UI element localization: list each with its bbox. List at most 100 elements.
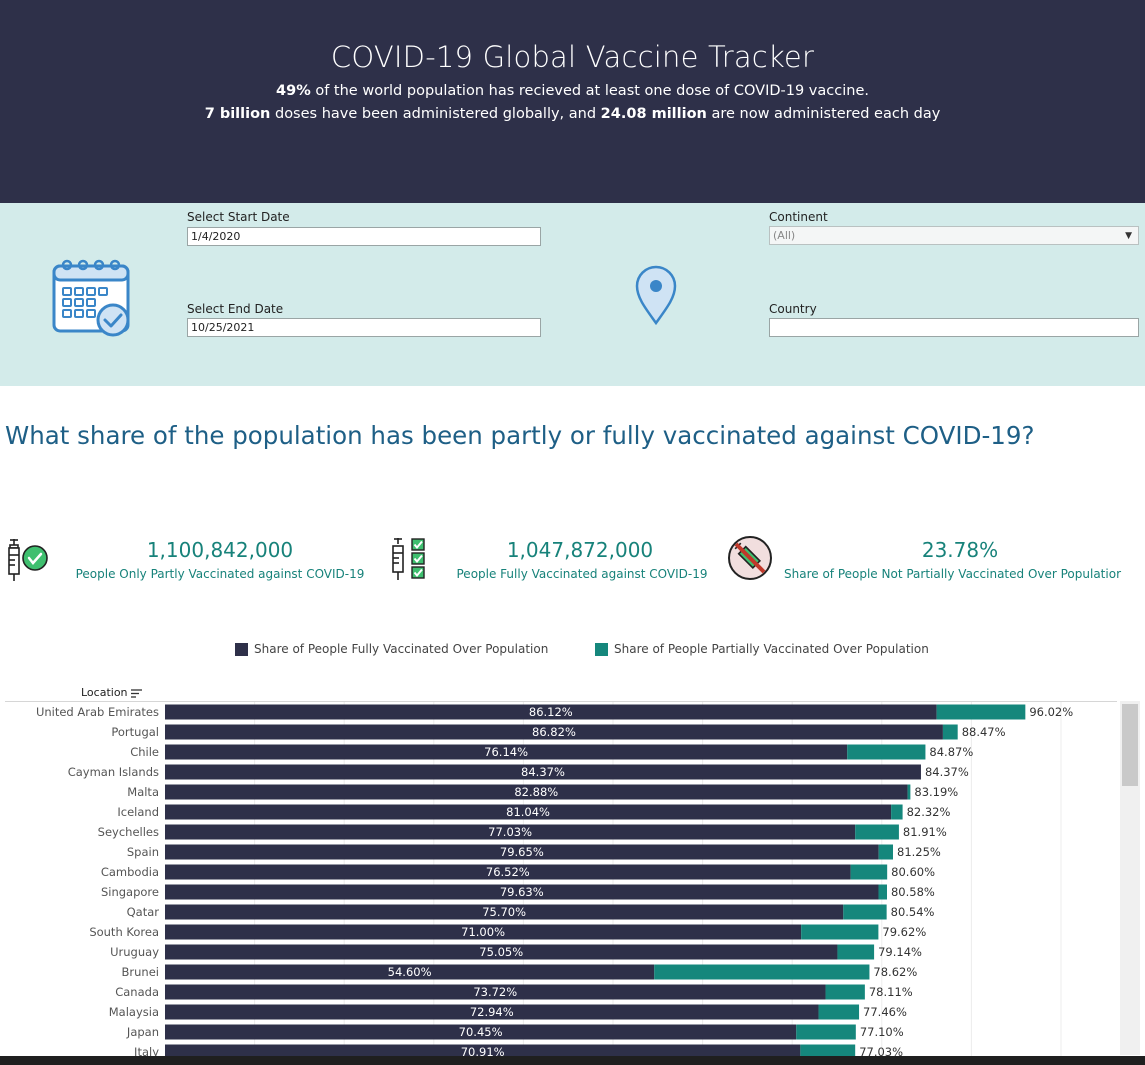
bar-fully[interactable] [165, 764, 921, 780]
summary-line-2: 7 billion doses have been administered g… [0, 106, 1145, 122]
country-label: Country [769, 302, 817, 316]
dashboard-title: COVID-19 Global Vaccine Tracker [330, 40, 815, 74]
location-label: Portugal [111, 725, 159, 739]
location-label: Iceland [117, 805, 159, 819]
bar-fully-value-label: 70.91% [461, 1045, 505, 1056]
window-bottom-bar [0, 1056, 1145, 1065]
bar-fully-value-label: 72.94% [470, 1005, 514, 1019]
calendar-icon [52, 259, 130, 337]
bar-partial[interactable] [796, 1024, 856, 1040]
bar-partial[interactable] [878, 844, 893, 860]
bar-total-value-label: 77.10% [860, 1025, 904, 1039]
bar-fully[interactable] [165, 944, 838, 960]
end-date-input[interactable]: 10/25/2021 [187, 318, 541, 337]
bar-partial[interactable] [847, 744, 926, 760]
chevron-down-icon[interactable]: ▼ [1125, 231, 1132, 241]
end-date-label: Select End Date [187, 302, 284, 316]
bar-fully[interactable] [165, 1044, 801, 1057]
legend-item-fully[interactable]: Share of People Fully Vaccinated Over Po… [235, 642, 548, 656]
bar-fully-value-label: 73.72% [473, 985, 517, 999]
bar-fully-value-label: 71.00% [461, 925, 505, 939]
bar-fully-value-label: 86.82% [532, 725, 576, 739]
syringe-checklist-icon [392, 538, 425, 580]
location-label: Brunei [122, 965, 159, 979]
chart-scrollbar-thumb[interactable] [1122, 704, 1138, 786]
bar-total-value-label: 77.03% [859, 1045, 903, 1056]
bar-fully-value-label: 77.03% [488, 825, 532, 839]
location-pin-icon [635, 265, 677, 325]
bar-total-value-label: 82.32% [907, 805, 951, 819]
start-date-label: Select Start Date [187, 210, 290, 224]
bar-fully-value-label: 75.05% [479, 945, 523, 959]
sort-icon[interactable] [131, 686, 143, 699]
legend-item-partial[interactable]: Share of People Partially Vaccinated Ove… [595, 642, 929, 656]
kpi-unvaccinated-value: 23.78% [921, 538, 999, 562]
continent-label: Continent [769, 210, 828, 224]
bar-fully[interactable] [165, 704, 937, 720]
bar-total-value-label: 96.02% [1029, 705, 1073, 719]
chart-header-divider [5, 701, 1117, 702]
bar-fully[interactable] [165, 884, 879, 900]
bar-partial[interactable] [855, 824, 899, 840]
start-date-input[interactable]: 1/4/2020 [187, 227, 541, 246]
bar-fully-value-label: 79.63% [500, 885, 544, 899]
bar-fully[interactable] [165, 724, 943, 740]
legend-label-partial: Share of People Partially Vaccinated Ove… [614, 642, 929, 656]
bar-fully[interactable] [165, 784, 908, 800]
vaccination-bar-chart: United Arab Emirates 86.12% 96.02% Portugal… [36, 702, 1073, 1057]
kpi-partly-label: People Only Partly Vaccinated against CO… [75, 567, 365, 581]
bar-fully[interactable] [165, 904, 844, 920]
bar-partial[interactable] [942, 724, 958, 740]
kpi-fully-value: 1,047,872,000 [506, 538, 654, 562]
bar-chart-area: United Arab Emirates 86.12% 96.02% Portugal… [0, 702, 1118, 1056]
continent-select[interactable]: (All) ▼ [769, 226, 1139, 245]
kpi-fully-label: People Fully Vaccinated against COVID-19 [456, 567, 708, 581]
bar-partial[interactable] [800, 1044, 856, 1057]
bar-partial[interactable] [654, 964, 870, 980]
bar-total-value-label: 84.37% [925, 765, 969, 779]
bar-partial[interactable] [891, 804, 903, 820]
bar-total-value-label: 81.91% [903, 825, 947, 839]
location-label: Singapore [101, 885, 159, 899]
country-input[interactable] [769, 318, 1139, 337]
bar-fully-value-label: 75.70% [482, 905, 526, 919]
bar-partial[interactable] [801, 924, 879, 940]
bar-fully-value-label: 84.37% [521, 765, 565, 779]
bar-fully[interactable] [165, 824, 856, 840]
bar-fully[interactable] [165, 1024, 797, 1040]
location-column-header[interactable]: Location [81, 686, 143, 699]
bar-fully[interactable] [165, 744, 848, 760]
summary-line-2-text-b: are now administered each day [706, 106, 941, 122]
bar-fully[interactable] [165, 804, 892, 820]
bar-partial[interactable] [850, 864, 888, 880]
legend-label-fully: Share of People Fully Vaccinated Over Po… [254, 642, 549, 656]
location-label: Cambodia [101, 865, 159, 879]
chart-scrollbar[interactable] [1120, 701, 1140, 1055]
bar-fully[interactable] [165, 984, 826, 1000]
summary-line-2-text-a: doses have been administered globally, a… [270, 106, 601, 122]
bar-fully[interactable] [165, 1004, 819, 1020]
bar-partial[interactable] [837, 944, 875, 960]
bar-fully[interactable] [165, 924, 802, 940]
no-vaccine-icon [728, 536, 772, 580]
bar-partial[interactable] [878, 884, 887, 900]
total-doses-value: 7 billion [204, 106, 271, 122]
bar-fully-value-label: 81.04% [506, 805, 550, 819]
bar-fully[interactable] [165, 864, 851, 880]
bar-total-value-label: 79.62% [882, 925, 926, 939]
syringe-check-icon [8, 539, 48, 581]
legend-swatch-partial [595, 642, 608, 656]
bar-fully[interactable] [165, 964, 655, 980]
bar-fully[interactable] [165, 844, 879, 860]
bar-partial[interactable] [843, 904, 887, 920]
bar-partial[interactable] [818, 1004, 860, 1020]
bar-total-value-label: 88.47% [962, 725, 1006, 739]
bar-total-value-label: 80.60% [891, 865, 935, 879]
daily-doses-value: 24.08 million [600, 106, 707, 122]
bar-fully-value-label: 76.52% [486, 865, 530, 879]
bar-partial[interactable] [936, 704, 1026, 720]
bar-partial[interactable] [825, 984, 865, 1000]
bar-partial[interactable] [907, 784, 911, 800]
location-label: Uruguay [110, 945, 159, 959]
summary-line-1-text: of the world population has recieved at … [310, 83, 869, 99]
